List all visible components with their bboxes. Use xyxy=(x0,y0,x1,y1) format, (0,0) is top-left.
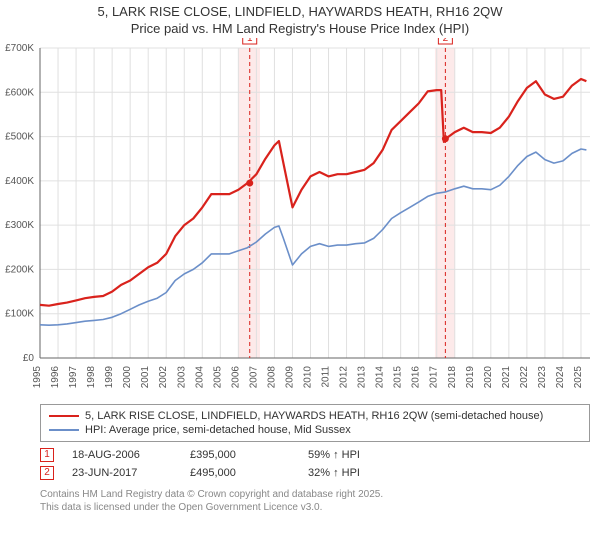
event-dot xyxy=(246,179,253,186)
event-number-badge: 2 xyxy=(40,466,54,480)
x-tick-label: 1996 xyxy=(50,365,61,388)
x-tick-label: 2018 xyxy=(447,365,458,388)
x-tick-label: 2020 xyxy=(483,365,494,388)
x-tick-label: 2007 xyxy=(248,365,259,388)
y-tick-label: £500K xyxy=(5,131,34,142)
footer-line-1: Contains HM Land Registry data © Crown c… xyxy=(40,488,590,501)
chart-title: 5, LARK RISE CLOSE, LINDFIELD, HAYWARDS … xyxy=(0,0,600,38)
x-tick-label: 2003 xyxy=(176,365,187,388)
x-tick-label: 1997 xyxy=(68,365,79,388)
event-row: 1 18-AUG-2006 £395,000 59% ↑ HPI xyxy=(40,446,590,464)
event-row: 2 23-JUN-2017 £495,000 32% ↑ HPI xyxy=(40,464,590,482)
y-tick-label: £200K xyxy=(5,264,34,275)
legend: 5, LARK RISE CLOSE, LINDFIELD, HAYWARDS … xyxy=(40,404,590,442)
x-tick-label: 2017 xyxy=(429,365,440,388)
footer-attribution: Contains HM Land Registry data © Crown c… xyxy=(40,488,590,514)
x-tick-label: 2016 xyxy=(411,365,422,388)
x-tick-label: 2015 xyxy=(393,365,404,388)
x-tick-label: 2012 xyxy=(339,365,350,388)
y-tick-label: £300K xyxy=(5,220,34,231)
series-price_paid xyxy=(40,79,586,306)
event-shade xyxy=(435,48,455,358)
y-tick-label: £0 xyxy=(23,353,35,364)
x-tick-label: 1995 xyxy=(32,365,43,388)
x-tick-label: 1999 xyxy=(104,365,115,388)
chart-plot-area: £0 £100K £200K £300K £400K £500K £600K £700K 199… xyxy=(0,38,600,398)
event-price: £395,000 xyxy=(190,449,290,461)
event-list: 1 18-AUG-2006 £395,000 59% ↑ HPI 2 23-JUN-201… xyxy=(40,446,590,482)
legend-item: HPI: Average price, semi-detached house,… xyxy=(49,423,581,437)
chart-svg: £0 £100K £200K £300K £400K £500K £600K £700K 199… xyxy=(0,38,600,398)
legend-label: HPI: Average price, semi-detached house,… xyxy=(85,424,351,436)
x-tick-label: 2008 xyxy=(266,365,277,388)
event-date: 18-AUG-2006 xyxy=(72,449,172,461)
x-tick-label: 2021 xyxy=(501,365,512,388)
x-tick-label: 2014 xyxy=(375,365,386,388)
event-delta: 32% ↑ HPI xyxy=(308,467,408,479)
y-tick-label: £700K xyxy=(5,43,34,54)
x-tick-label: 2010 xyxy=(302,365,313,388)
event-number-badge: 1 xyxy=(40,448,54,462)
x-tick-label: 2025 xyxy=(573,365,584,388)
title-line-2: Price paid vs. HM Land Registry's House … xyxy=(0,21,600,38)
x-tick-label: 2022 xyxy=(519,365,530,388)
x-tick-label: 2001 xyxy=(140,365,151,388)
y-tick-label: £100K xyxy=(5,308,34,319)
x-tick-label: 2000 xyxy=(122,365,133,388)
x-tick-label: 2009 xyxy=(284,365,295,388)
legend-swatch xyxy=(49,415,79,417)
legend-label: 5, LARK RISE CLOSE, LINDFIELD, HAYWARDS … xyxy=(85,410,543,422)
chart-container: 5, LARK RISE CLOSE, LINDFIELD, HAYWARDS … xyxy=(0,0,600,560)
event-number: 2 xyxy=(443,38,449,44)
legend-swatch xyxy=(49,429,79,431)
footer-line-2: This data is licensed under the Open Gov… xyxy=(40,501,590,514)
event-dot xyxy=(442,135,449,142)
x-tick-label: 2002 xyxy=(158,365,169,388)
title-line-1: 5, LARK RISE CLOSE, LINDFIELD, HAYWARDS … xyxy=(0,4,600,21)
event-delta: 59% ↑ HPI xyxy=(308,449,408,461)
x-tick-label: 2019 xyxy=(465,365,476,388)
x-tick-label: 1998 xyxy=(86,365,97,388)
y-tick-label: £600K xyxy=(5,87,34,98)
x-tick-label: 2006 xyxy=(230,365,241,388)
event-number: 1 xyxy=(247,38,253,44)
x-tick-label: 2004 xyxy=(194,365,205,388)
x-tick-label: 2023 xyxy=(537,365,548,388)
event-date: 23-JUN-2017 xyxy=(72,467,172,479)
y-tick-label: £400K xyxy=(5,176,34,187)
x-tick-label: 2013 xyxy=(357,365,368,388)
legend-item: 5, LARK RISE CLOSE, LINDFIELD, HAYWARDS … xyxy=(49,409,581,423)
x-tick-label: 2005 xyxy=(212,365,223,388)
x-tick-label: 2024 xyxy=(555,365,566,388)
event-price: £495,000 xyxy=(190,467,290,479)
x-tick-label: 2011 xyxy=(321,365,332,387)
